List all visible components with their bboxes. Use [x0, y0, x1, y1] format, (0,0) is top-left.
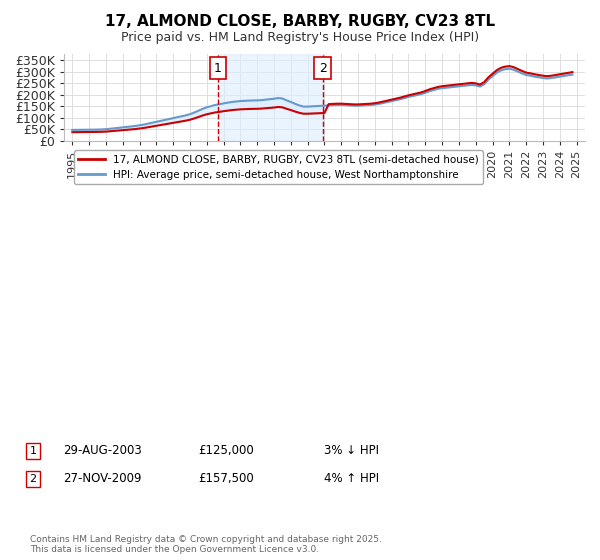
Text: Price paid vs. HM Land Registry's House Price Index (HPI): Price paid vs. HM Land Registry's House … [121, 31, 479, 44]
Text: 29-AUG-2003: 29-AUG-2003 [63, 444, 142, 458]
Text: 4% ↑ HPI: 4% ↑ HPI [324, 472, 379, 486]
Legend: 17, ALMOND CLOSE, BARBY, RUGBY, CV23 8TL (semi-detached house), HPI: Average pri: 17, ALMOND CLOSE, BARBY, RUGBY, CV23 8TL… [74, 151, 483, 184]
Text: 2: 2 [319, 62, 327, 74]
Text: £157,500: £157,500 [198, 472, 254, 486]
Text: 27-NOV-2009: 27-NOV-2009 [63, 472, 142, 486]
Text: Contains HM Land Registry data © Crown copyright and database right 2025.
This d: Contains HM Land Registry data © Crown c… [30, 535, 382, 554]
Text: £125,000: £125,000 [198, 444, 254, 458]
Bar [218, 54, 323, 141]
Text: 17, ALMOND CLOSE, BARBY, RUGBY, CV23 8TL: 17, ALMOND CLOSE, BARBY, RUGBY, CV23 8TL [105, 14, 495, 29]
Text: 1: 1 [214, 62, 222, 74]
Text: 1: 1 [29, 446, 37, 456]
Text: 3% ↓ HPI: 3% ↓ HPI [324, 444, 379, 458]
Text: 2: 2 [29, 474, 37, 484]
